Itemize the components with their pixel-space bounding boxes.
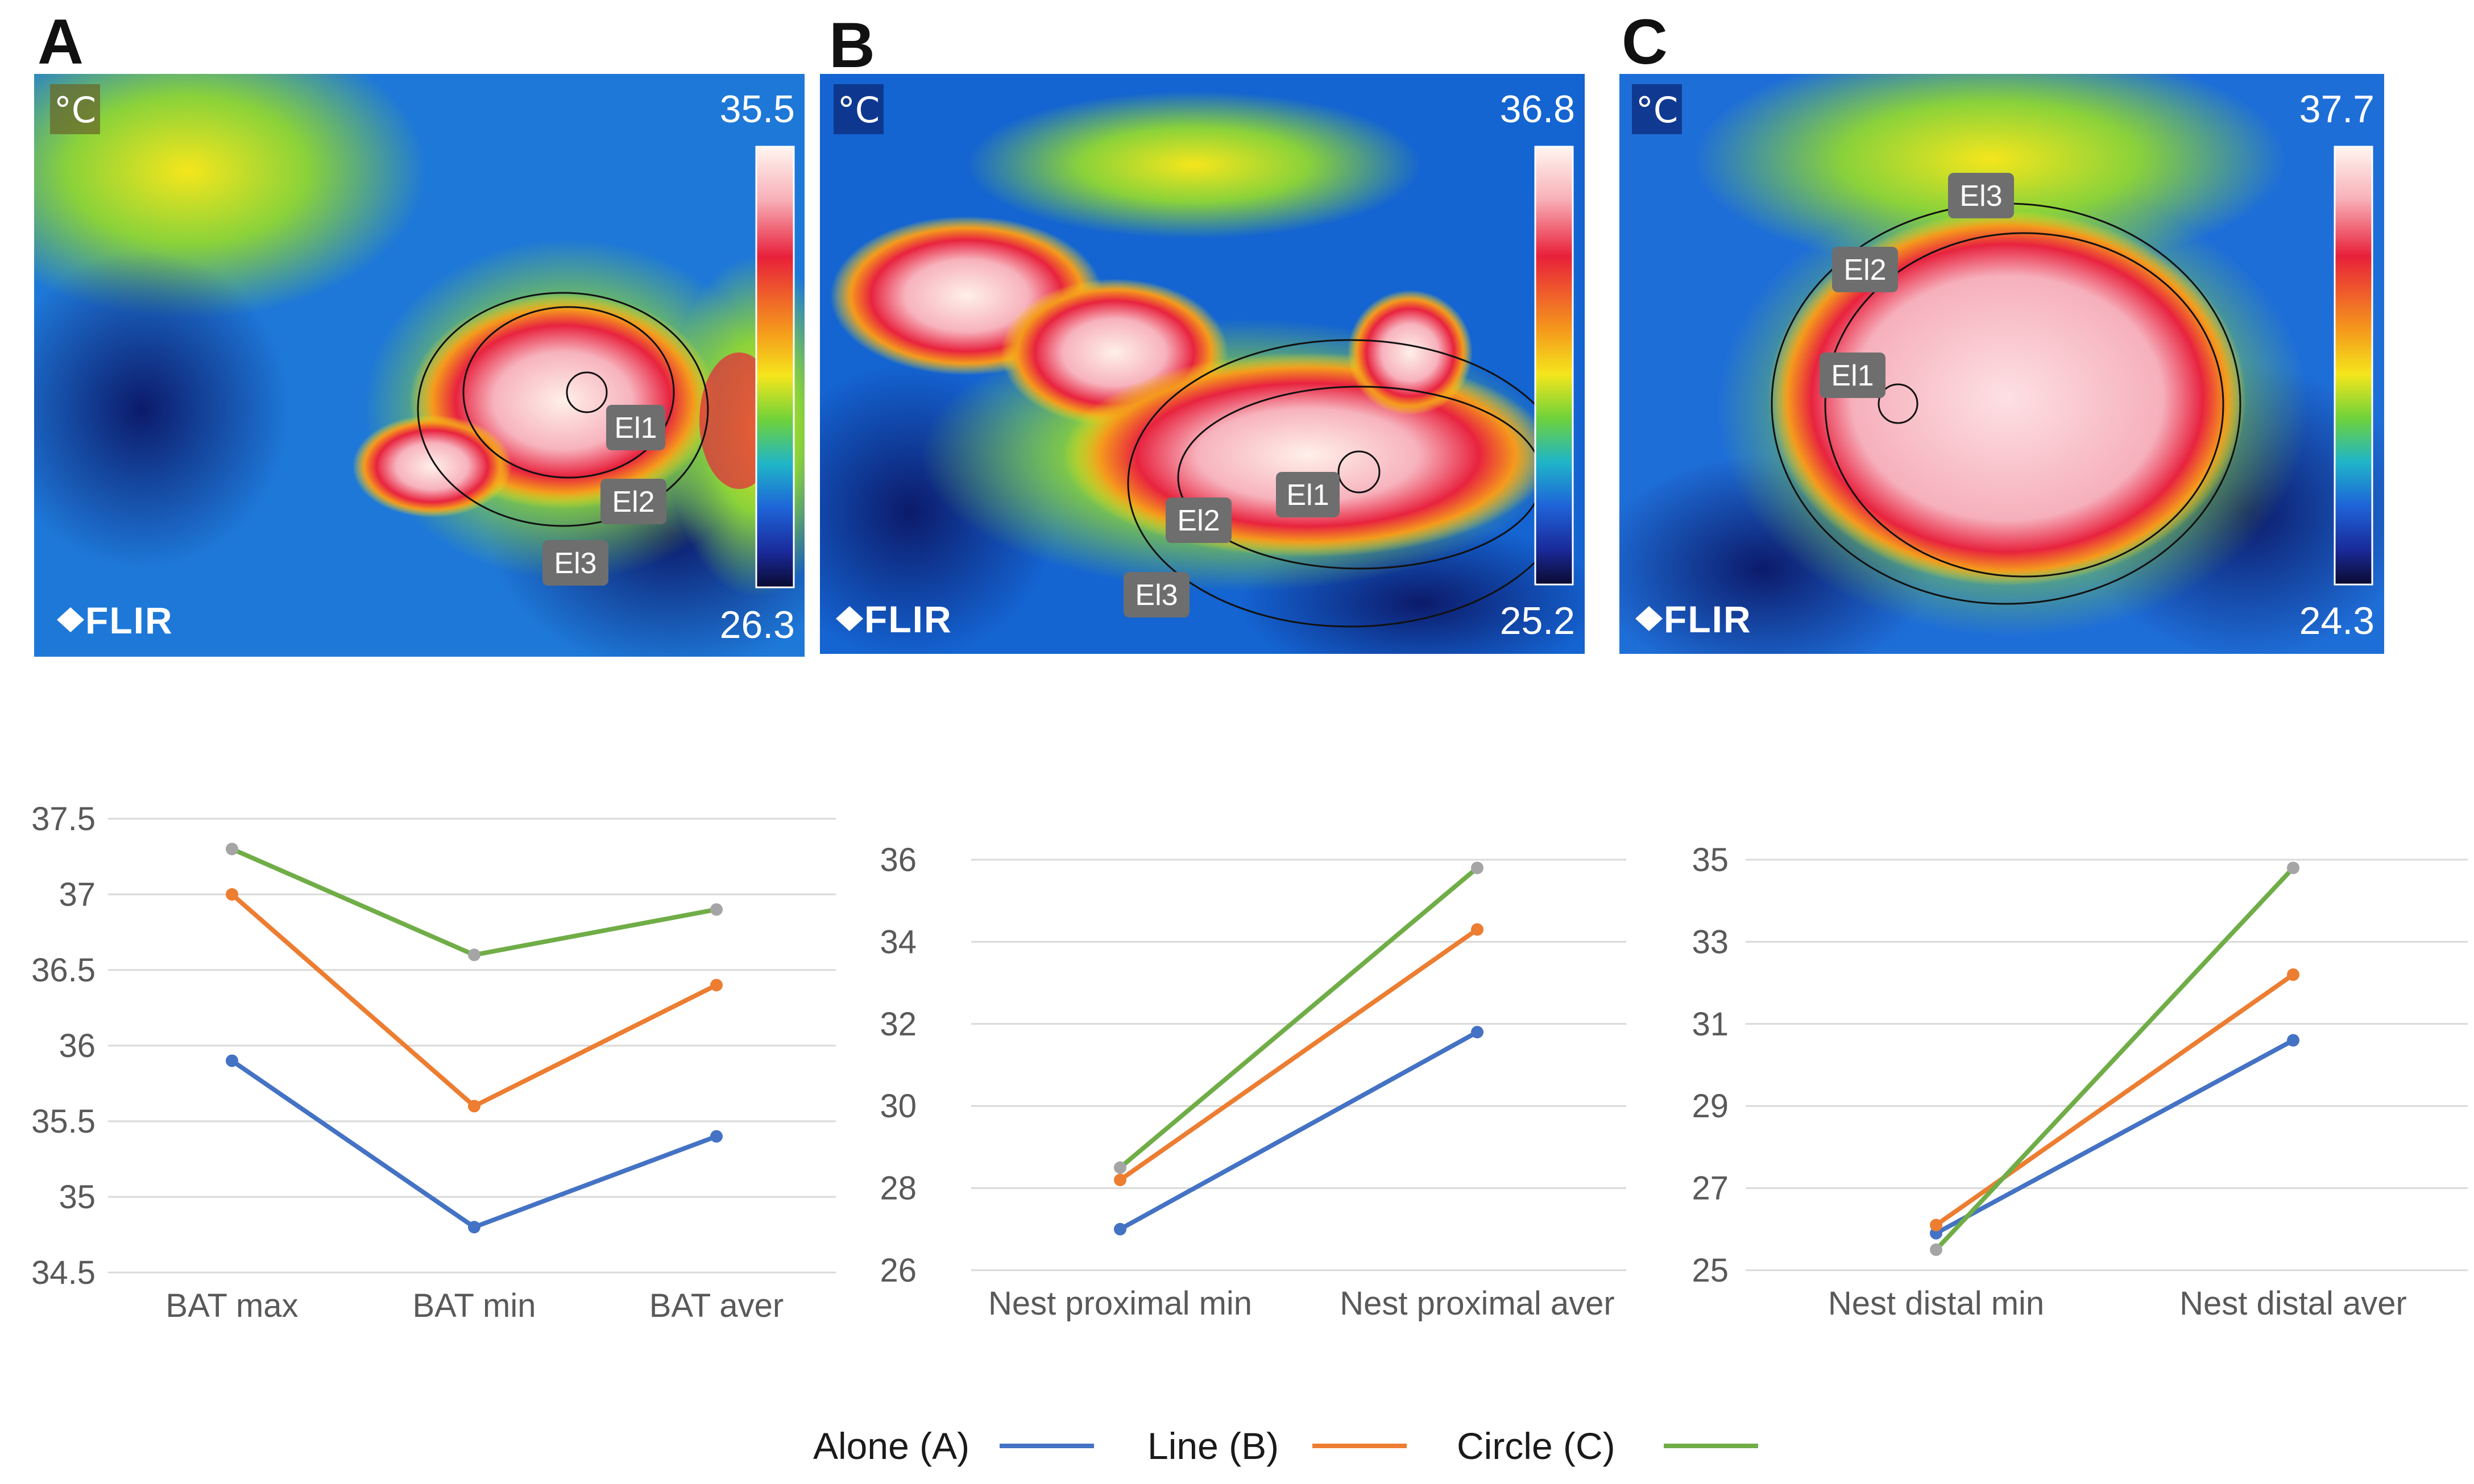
y-tick-label: 36 xyxy=(880,842,917,878)
y-tick-label: 34 xyxy=(880,923,917,960)
line-chart-1: 34.5 35 35.5 36 36.5 37 37.5 BAT max BAT min BAT … xyxy=(31,801,836,1324)
thermal-image-b: El1 El2 El3 °C 36.8 25.2 FLIR xyxy=(820,74,1585,654)
data-point-line xyxy=(1114,1174,1126,1187)
y-tick-label: 33 xyxy=(1692,923,1729,960)
y-tick-label: 35 xyxy=(59,1179,96,1216)
color-scale-bar-a xyxy=(755,146,795,588)
ellipse-label-a-3: El3 xyxy=(554,547,596,580)
ellipse-label-b-1: El1 xyxy=(1286,479,1329,512)
thermal-image-c: El1 El2 El3 °C 37.7 24.3 FLIR xyxy=(1619,74,2384,654)
legend-label-line: Line (B) xyxy=(1147,1425,1279,1467)
data-point-alone xyxy=(1114,1222,1126,1236)
unit-label-a: °C xyxy=(54,89,96,131)
y-tick-label: 30 xyxy=(880,1088,917,1125)
series-line-alone xyxy=(1118,1030,1480,1232)
y-tick-label: 37 xyxy=(59,876,96,913)
y-tick-label: 36.5 xyxy=(31,952,96,989)
data-point-alone xyxy=(1471,1026,1483,1039)
data-point-line xyxy=(1930,1218,1942,1232)
legend-label-circle: Circle (C) xyxy=(1457,1425,1615,1467)
y-tick-label: 28 xyxy=(880,1170,917,1207)
series-line-circle xyxy=(230,847,719,957)
data-point-circle xyxy=(1930,1243,1942,1256)
y-tick-label: 25 xyxy=(1692,1252,1729,1289)
data-point-line xyxy=(2287,968,2299,981)
y-tick-label: 35 xyxy=(1692,842,1729,878)
data-point-alone xyxy=(226,1054,238,1067)
ellipse-label-a-1: El1 xyxy=(614,412,657,445)
scale-min-c: 24.3 xyxy=(2299,599,2374,642)
unit-label-b: °C xyxy=(838,89,880,131)
line-chart-3: 25 27 29 31 33 35 Nest distal min Nest distal a… xyxy=(1692,842,2468,1322)
scale-min-a: 26.3 xyxy=(720,603,795,646)
series-line-circle xyxy=(1118,865,1480,1170)
svg-text:FLIR: FLIR xyxy=(85,599,173,641)
series-line-line xyxy=(230,892,719,1109)
series-line-alone xyxy=(1934,1038,2295,1236)
y-tick-label: 37.5 xyxy=(31,801,96,838)
legend-item-alone: Alone (A) xyxy=(813,1425,1094,1467)
ellipse-label-c-3: El3 xyxy=(1959,180,2002,213)
data-point-alone xyxy=(710,1130,723,1143)
flir-logo-a: FLIR xyxy=(57,599,173,641)
series-line-circle xyxy=(1934,865,2295,1252)
flir-logo-b: FLIR xyxy=(836,598,952,640)
legend-item-circle: Circle (C) xyxy=(1457,1425,1758,1467)
x-category-label: BAT min xyxy=(412,1287,536,1324)
data-point-alone xyxy=(468,1221,480,1234)
y-tick-label: 36 xyxy=(59,1027,96,1064)
y-tick-label: 31 xyxy=(1692,1006,1729,1043)
ellipse-label-b-3: El3 xyxy=(1135,579,1178,612)
y-tick-label: 26 xyxy=(880,1252,917,1289)
y-tick-label: 32 xyxy=(880,1006,917,1043)
ellipse-label-c-2: El2 xyxy=(1843,254,1886,287)
line-chart-2: 26 28 30 32 34 36 Nest proximal min Nest proxim… xyxy=(880,842,1626,1322)
legend-item-line: Line (B) xyxy=(1147,1425,1407,1467)
ellipse-label-c-1: El1 xyxy=(1831,359,1874,392)
unit-label-c: °C xyxy=(1636,89,1678,131)
scale-min-b: 25.2 xyxy=(1500,599,1575,642)
data-point-circle xyxy=(2287,861,2299,874)
x-category-label: Nest proximal aver xyxy=(1340,1285,1614,1322)
series-line-line xyxy=(1118,927,1480,1183)
y-tick-label: 27 xyxy=(1692,1170,1729,1207)
x-category-label: BAT aver xyxy=(649,1287,784,1324)
scale-max-c: 37.7 xyxy=(2299,88,2374,131)
series-line-alone xyxy=(230,1058,719,1230)
flir-logo-c: FLIR xyxy=(1635,598,1752,640)
data-point-circle xyxy=(710,903,723,916)
x-category-label: Nest distal min xyxy=(1828,1285,2044,1322)
x-category-label: BAT max xyxy=(165,1287,298,1324)
thermal-image-a: El1 El2 El3 °C 35.5 26.3 FLIR xyxy=(34,74,805,657)
data-point-circle xyxy=(1114,1161,1126,1174)
data-point-alone xyxy=(2287,1034,2299,1047)
data-point-line xyxy=(710,979,723,992)
scale-max-a: 35.5 xyxy=(720,88,795,131)
panel-letter-b: B xyxy=(829,10,875,81)
data-point-line xyxy=(468,1100,480,1113)
data-point-line xyxy=(226,888,238,901)
ellipse-label-b-2: El2 xyxy=(1177,504,1220,537)
color-scale-bar-b xyxy=(1534,146,1574,586)
panel-letter-a: A xyxy=(38,6,84,77)
data-point-circle xyxy=(1471,861,1483,874)
svg-text:FLIR: FLIR xyxy=(864,598,952,640)
x-category-label: Nest proximal min xyxy=(988,1285,1252,1322)
data-point-circle xyxy=(226,843,238,856)
panel-letter-c: C xyxy=(1622,6,1668,77)
y-tick-label: 29 xyxy=(1692,1088,1729,1125)
data-point-line xyxy=(1471,923,1483,936)
legend-label-alone: Alone (A) xyxy=(813,1425,969,1467)
data-point-circle xyxy=(468,948,480,961)
line-charts: 34.5 35 35.5 36 36.5 37 37.5 BAT max BAT min BAT … xyxy=(31,801,2468,1324)
y-tick-label: 34.5 xyxy=(31,1254,96,1291)
svg-text:FLIR: FLIR xyxy=(1664,598,1752,640)
x-category-label: Nest distal aver xyxy=(2179,1285,2407,1322)
y-tick-label: 35.5 xyxy=(31,1103,96,1140)
scale-max-b: 36.8 xyxy=(1500,88,1575,131)
ellipse-label-a-2: El2 xyxy=(612,486,654,519)
color-scale-bar-c xyxy=(2334,146,2373,586)
chart-legend: Alone (A) Line (B) Circle (C) xyxy=(813,1425,1758,1467)
